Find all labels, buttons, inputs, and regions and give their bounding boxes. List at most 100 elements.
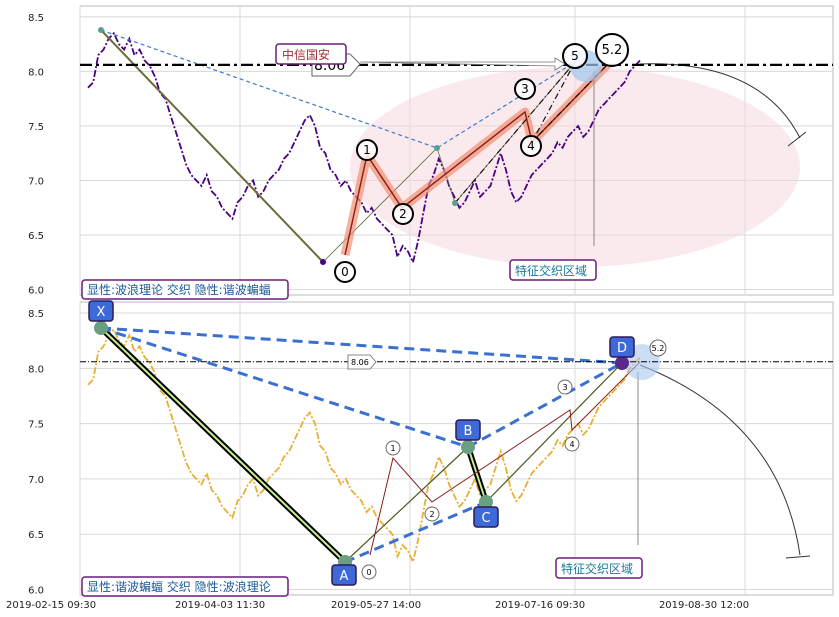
bottom-left-box-text: 显性:谐波蝙蝠 交织 隐性:波浪理论	[87, 579, 271, 594]
top-wave-line	[344, 63, 609, 256]
bottom-bc-leg-inner	[467, 446, 487, 503]
bottom-harmonic-dashed-xd	[100, 326, 623, 365]
x-tick-label: 2019-04-03 11:30	[175, 600, 265, 611]
top-wave-label-4: 4	[527, 139, 535, 153]
harmonic-label-A: A	[340, 569, 349, 584]
bottom-harmonic-dashed-ac	[344, 500, 487, 564]
harmonic-dot-C	[479, 495, 493, 509]
top-wave-marker-5	[562, 43, 588, 69]
top-wave-label-6: 5.2	[602, 43, 623, 58]
x-tick-label: 2019-08-30 12:00	[659, 600, 749, 611]
bottom-zone-text: 特征交织区域	[561, 561, 633, 576]
top-wave-label-5: 5	[571, 49, 579, 63]
bottom-y-tick-label: 8.0	[28, 364, 44, 375]
bottom-harmonic-dashed	[100, 326, 469, 449]
top-left-box-text: 显性:波浪理论 交织 隐性:谐波蝙蝠	[87, 282, 271, 297]
bottom-wave-line	[369, 361, 641, 556]
harmonic-box-A	[331, 564, 357, 586]
note-box: 中信国安	[275, 43, 347, 65]
top-wave-marker-3	[514, 78, 536, 100]
top-y-tick-label: 6.0	[28, 286, 44, 297]
top-series-line-0	[87, 31, 641, 266]
bottom-y-tick-label: 6.0	[28, 585, 44, 596]
bottom-grid	[79, 302, 833, 595]
bottom-wave-marker-0	[361, 564, 377, 580]
top-wave-marker-6	[595, 33, 629, 67]
harmonic-box-D	[609, 336, 635, 358]
top-wave-marker-2	[392, 203, 414, 225]
harmonic-label-B: B	[464, 424, 473, 439]
bottom-level-callout: 8.06	[347, 354, 377, 370]
top-y-tick-label: 7.5	[28, 122, 44, 133]
harmonic-points: X A B C D	[88, 300, 635, 586]
bottom-wave-labels: 0 1 2 3 4 5.2	[361, 339, 667, 580]
bottom-y-tick-label: 7.5	[28, 420, 44, 431]
harmonic-label-X: X	[97, 305, 106, 320]
top-y-axis: 6.0 6.5 7.0 7.5 8.0 8.5	[28, 13, 44, 297]
top-zone-box: 特征交织区域	[509, 259, 597, 281]
top-long-olive-line	[100, 29, 324, 263]
bottom-wave-label-4: 4	[569, 440, 574, 449]
top-price-series	[87, 31, 641, 266]
harmonic-dot-B	[461, 440, 475, 454]
top-y-tick-label: 8.0	[28, 67, 44, 78]
harmonic-dot-D	[615, 356, 629, 370]
top-wave-label-2: 2	[399, 207, 407, 221]
bottom-wave-label-5: 5.2	[652, 344, 665, 353]
bottom-series-line-0	[87, 328, 641, 565]
bottom-cd-leg	[485, 362, 623, 503]
note-text: 中信国安	[282, 47, 330, 62]
harmonic-box-B	[455, 419, 481, 441]
bottom-harmonic-dashed-bd	[467, 361, 623, 449]
bottom-wave-label-0: 0	[366, 568, 371, 577]
top-y-tick-label: 7.0	[28, 176, 44, 187]
bottom-wave-marker-4	[564, 436, 580, 452]
top-wave-label-1: 1	[363, 143, 371, 157]
bottom-wave-label-2: 2	[429, 510, 434, 519]
top-wave-label-0: 0	[341, 265, 349, 279]
x-tick-label: 2019-02-15 09:30	[6, 600, 96, 611]
harmonic-box-C	[473, 506, 499, 528]
top-wave-marker-0	[334, 261, 356, 283]
bottom-zone-box: 特征交织区域	[555, 557, 643, 579]
top-y-tick-label: 8.5	[28, 13, 44, 24]
zone-arc	[639, 63, 801, 139]
harmonic-dot-X	[94, 321, 108, 335]
top-zone-text: 特征交织区域	[515, 263, 587, 278]
x-axis: 2019-02-15 09:30 2019-04-03 11:30 2019-05-…	[6, 600, 749, 611]
bottom-xa-leg-inner	[100, 327, 346, 563]
top-black-dashdot-line	[454, 61, 609, 204]
top-wave-marker-4	[520, 135, 542, 157]
bottom-y-tick-label: 7.0	[28, 475, 44, 486]
feature-zone-ellipse	[350, 67, 800, 267]
bottom-level-label: 8.06	[351, 358, 369, 367]
bottom-wave-marker-3	[557, 379, 573, 395]
top-left-box: 显性:波浪理论 交织 隐性:谐波蝙蝠	[81, 279, 289, 300]
bottom-y-tick-label: 6.5	[28, 530, 44, 541]
harmonic-label-C: C	[481, 511, 490, 526]
bottom-wave-label-1: 1	[390, 444, 395, 453]
zone-arc-bottom	[639, 364, 801, 556]
bottom-wave-marker-2	[424, 506, 440, 522]
zone-arc-cap	[787, 131, 807, 147]
bottom-left-box: 显性:谐波蝙蝠 交织 隐性:波浪理论	[81, 576, 289, 597]
x-tick-label: 2019-05-27 14:00	[331, 600, 421, 611]
bottom-y-tick-label: 8.5	[28, 309, 44, 320]
harmonic-box-X	[88, 300, 114, 322]
top-pivot-dots	[98, 27, 458, 265]
x-tick-label: 2019-07-16 09:30	[495, 600, 585, 611]
zone-arc-bottom-cap	[785, 555, 811, 559]
top-y-tick-label: 6.5	[28, 231, 44, 242]
bottom-ab-leg	[344, 446, 469, 563]
harmonic-label-D: D	[617, 341, 627, 356]
bottom-wave-marker-1	[385, 440, 401, 456]
top-wave-label-3: 3	[521, 82, 529, 96]
top-wave-marker-1	[356, 139, 378, 161]
bottom-wave-label-3: 3	[562, 383, 567, 392]
top-wave-labels: 0 1 2 3 4 5 5.2	[334, 33, 629, 283]
bottom-panel-frame	[79, 301, 834, 596]
bottom-y-axis: 6.0 6.5 7.0 7.5 8.0 8.5	[28, 309, 44, 596]
bottom-price-series	[87, 328, 641, 565]
bottom-wave-marker-5	[649, 339, 667, 357]
